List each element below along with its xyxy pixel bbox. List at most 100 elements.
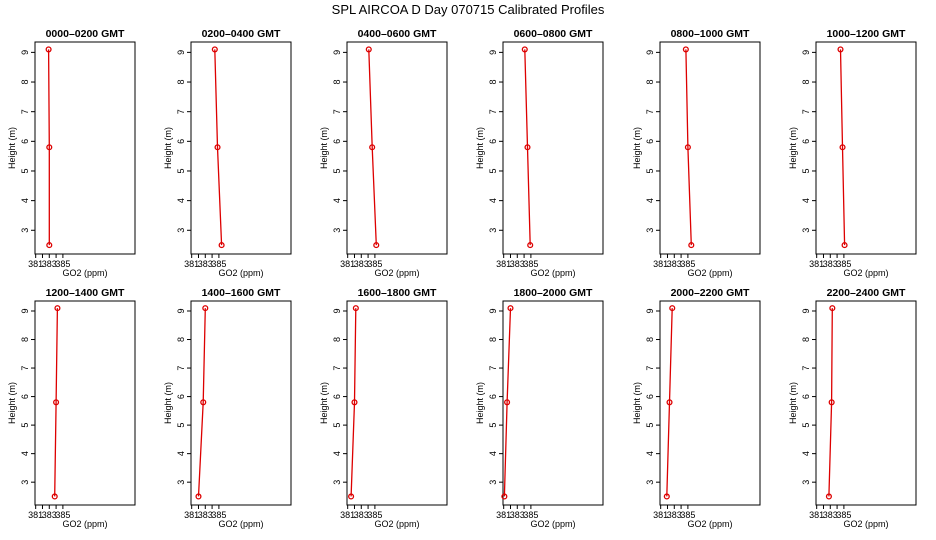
panel-5-ytick-label: 9 (645, 50, 655, 55)
panel-12-ytick-label: 9 (801, 308, 811, 313)
panel-9-title: 1600–1800 GMT (358, 287, 437, 299)
panel-8-ytick-label: 3 (176, 480, 186, 485)
panel-12-ytick-label: 6 (801, 394, 811, 399)
panel-9-ytick-label: 9 (332, 308, 342, 313)
panel-4-ytick-label: 6 (488, 139, 498, 144)
panel-3-title: 0400–0600 GMT (358, 28, 437, 40)
panel-11-ytick-label: 3 (645, 480, 655, 485)
panel-7-xlabel: GO2 (ppm) (62, 519, 107, 529)
panel-10-ytick-label: 9 (488, 308, 498, 313)
panel-2-ytick-label: 8 (176, 80, 186, 85)
panel-7-frame (35, 301, 135, 505)
panel-3-ytick-label: 4 (332, 198, 342, 203)
panel-12-ytick-label: 8 (801, 337, 811, 342)
panel-11-xlabel: GO2 (ppm) (687, 519, 732, 529)
panel-4-ytick-label: 9 (488, 50, 498, 55)
panel-10-ytick-label: 7 (488, 366, 498, 371)
panel-3: 0400–0600 GMT3813833853456789GO2 (ppm)He… (319, 28, 447, 278)
panel-1-ytick-label: 4 (20, 198, 30, 203)
panel-10-ytick-label: 5 (488, 423, 498, 428)
panel-5-ytick-label: 7 (645, 109, 655, 114)
panel-7-ytick-label: 5 (20, 423, 30, 428)
panel-9-ytick-label: 8 (332, 337, 342, 342)
panel-8-ylabel: Height (m) (163, 382, 173, 424)
panel-1-ytick-label: 9 (20, 50, 30, 55)
panel-2-ytick-label: 3 (176, 228, 186, 233)
panel-9-ylabel: Height (m) (319, 382, 329, 424)
panel-9-ytick-label: 7 (332, 366, 342, 371)
panel-6-ytick-label: 7 (801, 109, 811, 114)
panel-8-ytick-label: 9 (176, 308, 186, 313)
panel-11-ytick-label: 4 (645, 451, 655, 456)
panel-11-title: 2000–2200 GMT (671, 287, 750, 299)
panel-1-ytick-label: 5 (20, 168, 30, 173)
panel-7-ytick-label: 6 (20, 394, 30, 399)
panel-5-ytick-label: 4 (645, 198, 655, 203)
panel-11-ytick-label: 7 (645, 366, 655, 371)
panel-9-ytick-label: 4 (332, 451, 342, 456)
panel-11-ytick-label: 6 (645, 394, 655, 399)
panel-9-ytick-label: 5 (332, 423, 342, 428)
panel-3-frame (347, 42, 447, 254)
panel-11-ytick-label: 8 (645, 337, 655, 342)
panel-9: 1600–1800 GMT3813833853456789GO2 (ppm)He… (319, 287, 447, 529)
panel-4-ytick-label: 3 (488, 228, 498, 233)
panel-4-xlabel: GO2 (ppm) (530, 268, 575, 278)
panel-3-ytick-label: 5 (332, 168, 342, 173)
panel-1-title: 0000–0200 GMT (46, 28, 125, 40)
panel-1-xlabel: GO2 (ppm) (62, 268, 107, 278)
panel-6-ytick-label: 5 (801, 168, 811, 173)
panel-5-ylabel: Height (m) (632, 127, 642, 169)
panel-4-ytick-label: 5 (488, 168, 498, 173)
panel-12-ytick-label: 7 (801, 366, 811, 371)
panel-10-ytick-label: 4 (488, 451, 498, 456)
panel-8-ytick-label: 6 (176, 394, 186, 399)
panel-5-ytick-label: 3 (645, 228, 655, 233)
figure-title: SPL AIRCOA D Day 070715 Calibrated Profi… (332, 2, 605, 17)
panel-8-ytick-label: 7 (176, 366, 186, 371)
panel-9-frame (347, 301, 447, 505)
panel-3-ytick-label: 6 (332, 139, 342, 144)
panel-2-frame (191, 42, 291, 254)
panel-8: 1400–1600 GMT3813833853456789GO2 (ppm)He… (163, 287, 291, 529)
panel-11-ytick-label: 9 (645, 308, 655, 313)
panel-1-ytick-label: 3 (20, 228, 30, 233)
panel-8-ytick-label: 5 (176, 423, 186, 428)
panel-12-ylabel: Height (m) (788, 382, 798, 424)
panel-5-title: 0800–1000 GMT (671, 28, 750, 40)
panel-6-ytick-label: 3 (801, 228, 811, 233)
panel-10-title: 1800–2000 GMT (514, 287, 593, 299)
panel-3-ytick-label: 8 (332, 80, 342, 85)
panel-2-ytick-label: 7 (176, 109, 186, 114)
panel-12-ytick-label: 4 (801, 451, 811, 456)
panel-6-series-line (841, 49, 845, 245)
panel-1-ytick-label: 6 (20, 139, 30, 144)
panel-4-ytick-label: 7 (488, 109, 498, 114)
panel-5-ytick-label: 6 (645, 139, 655, 144)
panel-11-frame (660, 301, 760, 505)
panel-6-title: 1000–1200 GMT (827, 28, 906, 40)
panel-3-ytick-label: 3 (332, 228, 342, 233)
panel-9-xlabel: GO2 (ppm) (374, 519, 419, 529)
panel-12-xlabel: GO2 (ppm) (843, 519, 888, 529)
panel-6-xlabel: GO2 (ppm) (843, 268, 888, 278)
panel-10-ytick-label: 3 (488, 480, 498, 485)
panel-11: 2000–2200 GMT3813833853456789GO2 (ppm)He… (632, 287, 760, 529)
panel-5-ytick-label: 8 (645, 80, 655, 85)
panel-10-xlabel: GO2 (ppm) (530, 519, 575, 529)
panel-7-ylabel: Height (m) (7, 382, 17, 424)
panel-12-ytick-label: 3 (801, 480, 811, 485)
panel-2-ytick-label: 5 (176, 168, 186, 173)
panel-2-ylabel: Height (m) (163, 127, 173, 169)
panel-6-frame (816, 42, 916, 254)
panel-4-ylabel: Height (m) (475, 127, 485, 169)
panel-5-ytick-label: 5 (645, 168, 655, 173)
panel-4-ytick-label: 4 (488, 198, 498, 203)
